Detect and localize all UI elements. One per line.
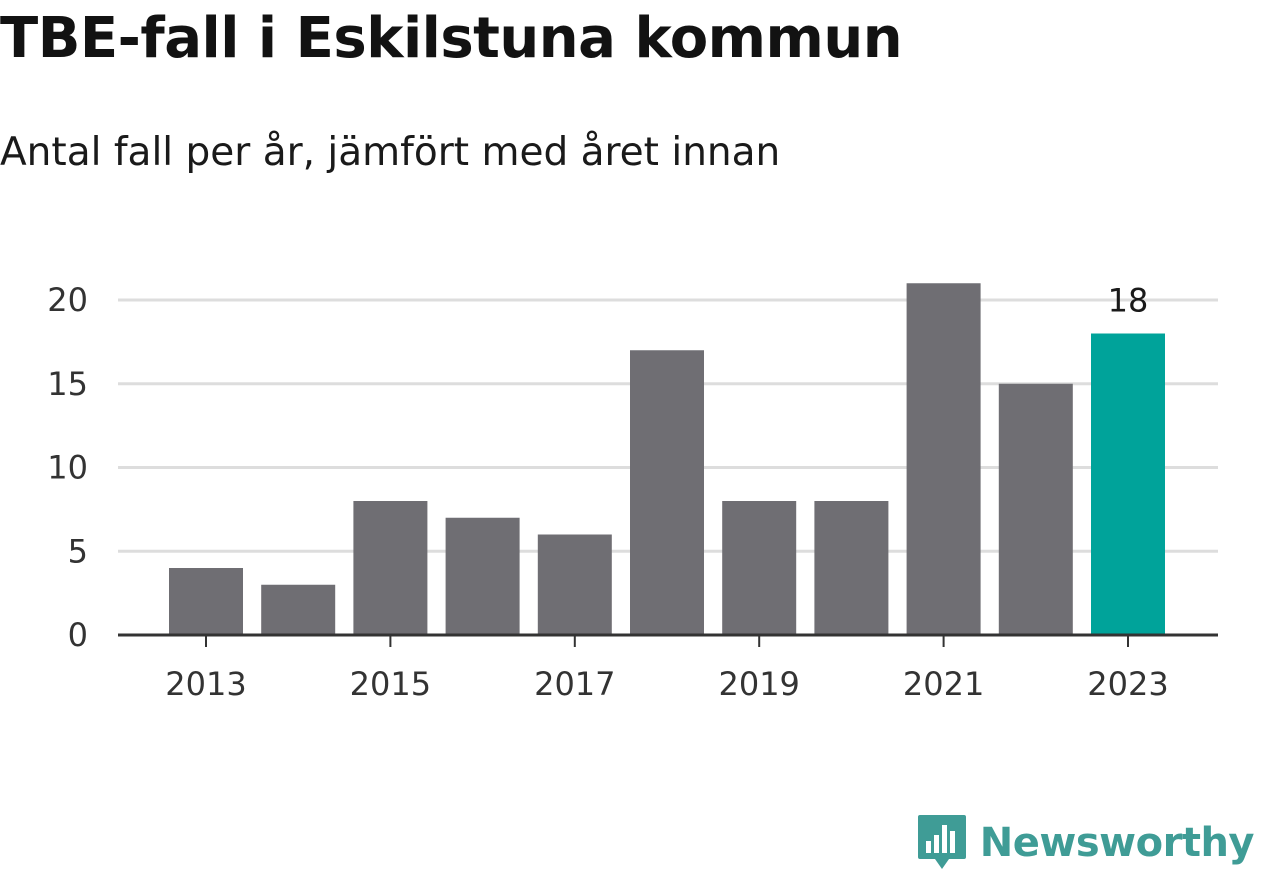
bar-2018	[630, 350, 704, 635]
x-tick-label-2015: 2015	[350, 665, 431, 703]
bar-2021	[906, 283, 981, 635]
bar-2022	[998, 383, 1073, 635]
bar-2014	[261, 584, 336, 635]
y-tick-label-10: 10	[47, 449, 88, 487]
bar-2013	[169, 568, 243, 635]
y-tick-label-20: 20	[47, 281, 88, 319]
value-label-2023: 18	[1108, 282, 1149, 320]
bars	[169, 283, 1165, 635]
bar-2023	[1091, 333, 1165, 635]
labels: 0 5 10 15 20 2013 2015 2017 2019 2021 18 2023	[47, 281, 1168, 703]
chart-subtitle: Antal fall per år, jämfört med året inna…	[0, 130, 781, 175]
bar-2019	[722, 501, 797, 635]
bar-2020	[814, 501, 889, 635]
y-tick-label-15: 15	[47, 365, 88, 403]
x-tick-label-2021: 2021	[903, 665, 984, 703]
y-tick-label-5: 5	[68, 532, 88, 570]
x-tick-label-2019: 2019	[718, 665, 799, 703]
x-tick-label-2023: 2023	[1087, 665, 1168, 703]
bar-2015	[353, 501, 428, 635]
bar-2017	[537, 534, 612, 635]
x-tick-label-2017: 2017	[534, 665, 615, 703]
newsworthy-logo: Newsworthy	[916, 813, 1255, 873]
x-tick-label-2013: 2013	[165, 665, 246, 703]
bar-chart-speech-bubble-icon	[917, 815, 966, 869]
bar-2016	[445, 517, 520, 635]
brand-name: Newsworthy	[979, 820, 1255, 866]
chart-title: TBE-fall i Eskilstuna kommun	[0, 6, 903, 71]
y-tick-label-0: 0	[68, 616, 88, 654]
x-axis	[118, 633, 1218, 647]
